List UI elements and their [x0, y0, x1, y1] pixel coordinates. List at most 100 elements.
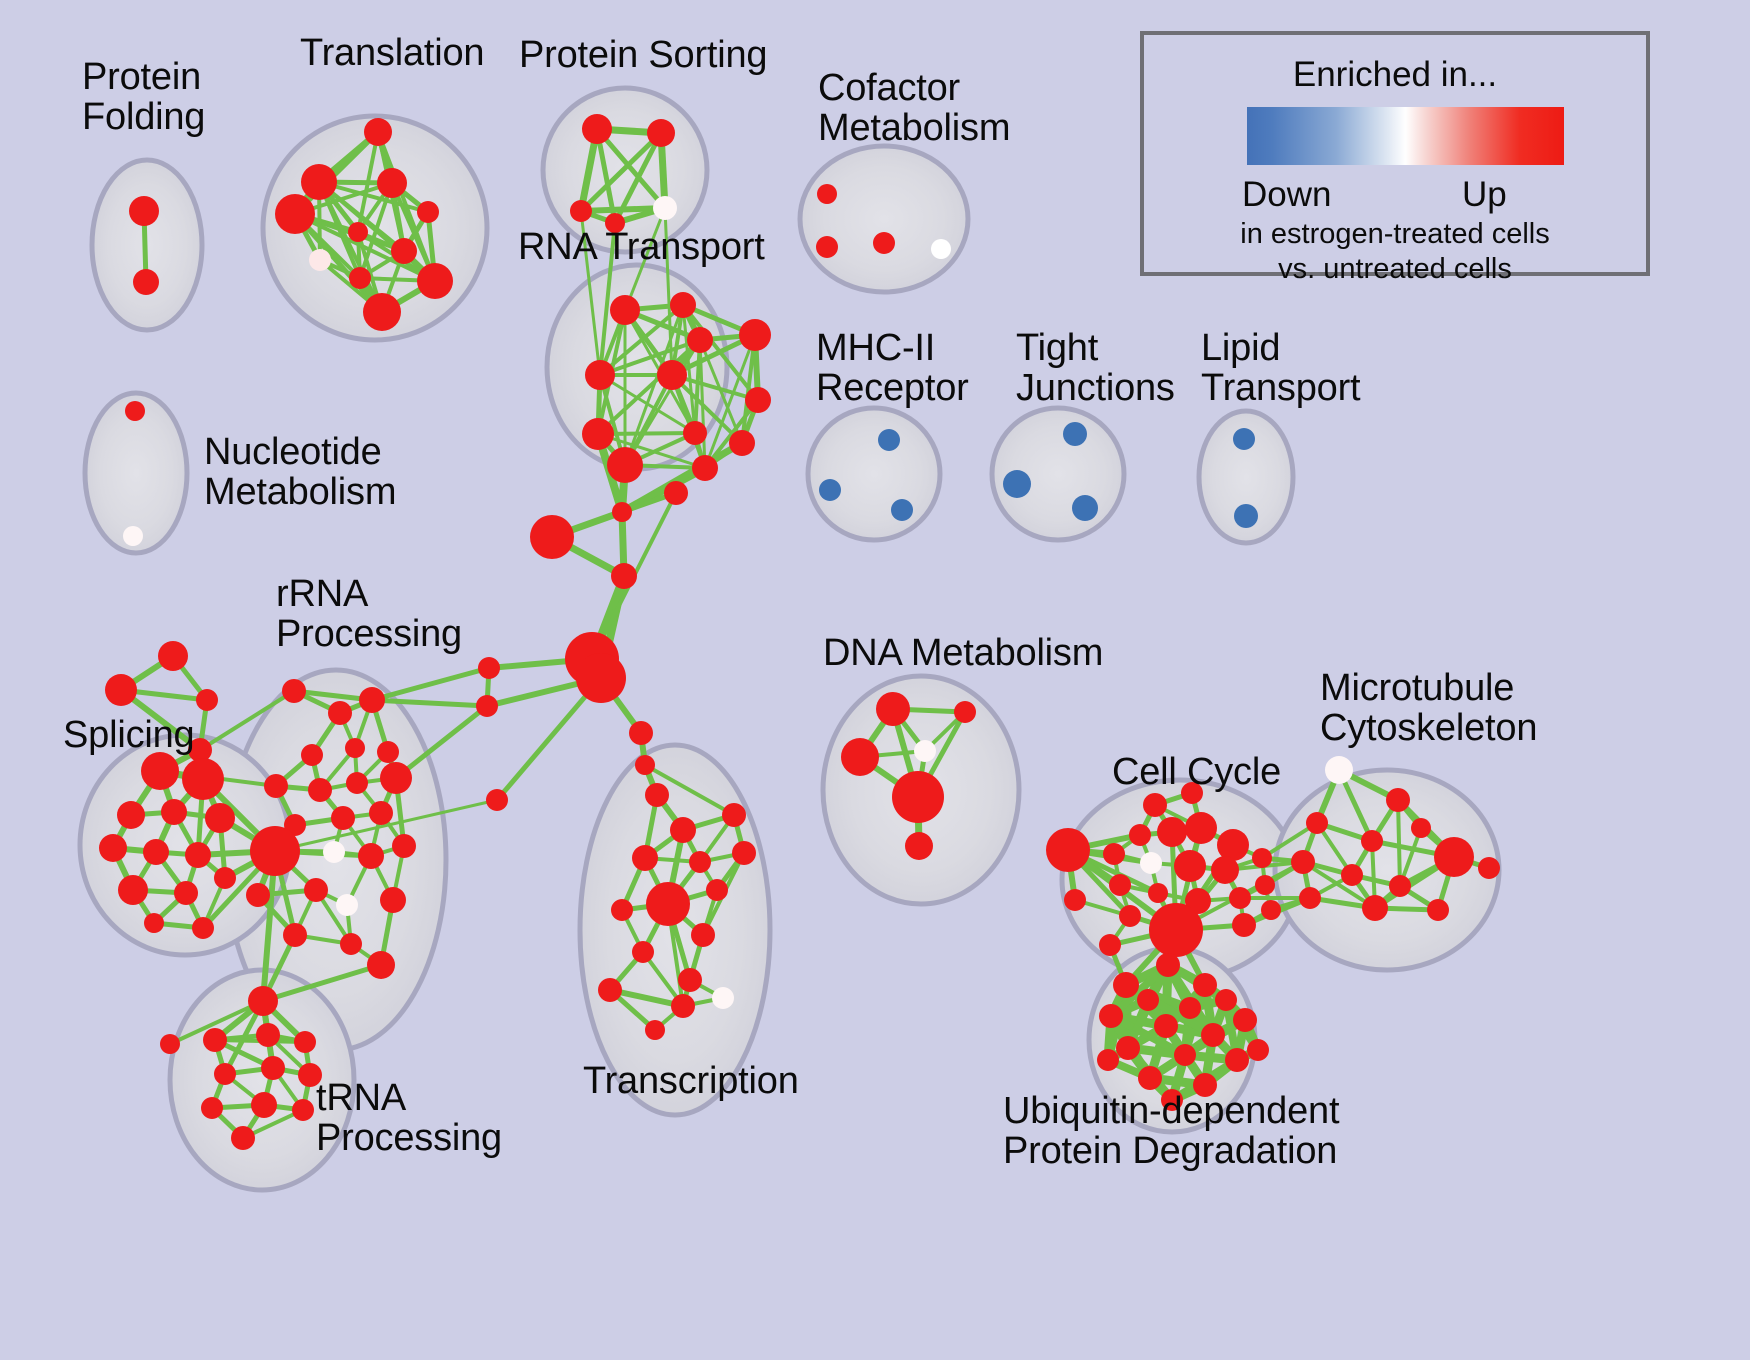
- gene-set-node[interactable]: [891, 499, 913, 521]
- gene-set-node[interactable]: [196, 689, 218, 711]
- gene-set-node[interactable]: [1181, 782, 1203, 804]
- gene-set-node[interactable]: [348, 222, 368, 242]
- gene-set-node[interactable]: [99, 834, 127, 862]
- gene-set-node[interactable]: [647, 119, 675, 147]
- gene-set-node[interactable]: [732, 841, 756, 865]
- gene-set-node[interactable]: [304, 878, 328, 902]
- gene-set-node[interactable]: [841, 738, 879, 776]
- gene-set-node[interactable]: [905, 832, 933, 860]
- gene-set-node[interactable]: [683, 421, 707, 445]
- gene-set-node[interactable]: [1185, 812, 1217, 844]
- gene-set-node[interactable]: [1103, 843, 1125, 865]
- gene-set-node[interactable]: [1233, 428, 1255, 450]
- gene-set-node[interactable]: [486, 789, 508, 811]
- gene-set-node[interactable]: [914, 740, 936, 762]
- gene-set-node[interactable]: [359, 687, 385, 713]
- gene-set-node[interactable]: [1140, 852, 1162, 874]
- gene-set-node[interactable]: [292, 1099, 314, 1121]
- gene-set-node[interactable]: [653, 196, 677, 220]
- gene-set-node[interactable]: [530, 515, 574, 559]
- gene-set-node[interactable]: [629, 721, 653, 745]
- gene-set-node[interactable]: [1229, 887, 1251, 909]
- gene-set-node[interactable]: [1129, 824, 1151, 846]
- gene-set-node[interactable]: [1361, 830, 1383, 852]
- gene-set-node[interactable]: [380, 762, 412, 794]
- gene-set-node[interactable]: [576, 653, 626, 703]
- gene-set-node[interactable]: [133, 269, 159, 295]
- gene-set-node[interactable]: [687, 327, 713, 353]
- gene-set-node[interactable]: [1201, 1023, 1225, 1047]
- gene-set-node[interactable]: [657, 360, 687, 390]
- gene-set-node[interactable]: [1072, 495, 1098, 521]
- gene-set-node[interactable]: [1341, 864, 1363, 886]
- gene-set-node[interactable]: [1427, 899, 1449, 921]
- gene-set-node[interactable]: [1306, 812, 1328, 834]
- gene-set-node[interactable]: [345, 738, 365, 758]
- gene-set-node[interactable]: [611, 563, 637, 589]
- gene-set-node[interactable]: [380, 887, 406, 913]
- gene-set-node[interactable]: [1097, 1049, 1119, 1071]
- gene-set-node[interactable]: [1193, 1073, 1217, 1097]
- gene-set-node[interactable]: [678, 968, 702, 992]
- gene-set-node[interactable]: [231, 1126, 255, 1150]
- gene-set-node[interactable]: [141, 752, 179, 790]
- gene-set-node[interactable]: [364, 118, 392, 146]
- gene-set-node[interactable]: [645, 1020, 665, 1040]
- gene-set-node[interactable]: [1063, 422, 1087, 446]
- gene-set-node[interactable]: [369, 801, 393, 825]
- gene-set-node[interactable]: [336, 894, 358, 916]
- gene-set-node[interactable]: [158, 641, 188, 671]
- gene-set-node[interactable]: [605, 213, 625, 233]
- gene-set-node[interactable]: [598, 978, 622, 1002]
- gene-set-node[interactable]: [391, 238, 417, 264]
- gene-set-node[interactable]: [125, 401, 145, 421]
- gene-set-node[interactable]: [954, 701, 976, 723]
- gene-set-node[interactable]: [174, 881, 198, 905]
- gene-set-node[interactable]: [160, 1034, 180, 1054]
- gene-set-node[interactable]: [301, 744, 323, 766]
- gene-set-node[interactable]: [129, 196, 159, 226]
- gene-set-node[interactable]: [1116, 1036, 1140, 1060]
- gene-set-node[interactable]: [664, 481, 688, 505]
- gene-set-node[interactable]: [205, 803, 235, 833]
- gene-set-node[interactable]: [612, 502, 632, 522]
- gene-set-node[interactable]: [816, 236, 838, 258]
- gene-set-node[interactable]: [610, 295, 640, 325]
- gene-set-node[interactable]: [607, 447, 643, 483]
- gene-set-node[interactable]: [192, 917, 214, 939]
- gene-set-node[interactable]: [819, 479, 841, 501]
- gene-set-node[interactable]: [1185, 888, 1211, 914]
- gene-set-node[interactable]: [358, 843, 384, 869]
- gene-set-node[interactable]: [1211, 856, 1239, 884]
- gene-set-node[interactable]: [1411, 818, 1431, 838]
- gene-set-node[interactable]: [275, 194, 315, 234]
- gene-set-node[interactable]: [1174, 1044, 1196, 1066]
- gene-set-node[interactable]: [214, 867, 236, 889]
- gene-set-node[interactable]: [1225, 1048, 1249, 1072]
- gene-set-node[interactable]: [691, 923, 715, 947]
- gene-set-node[interactable]: [670, 817, 696, 843]
- gene-set-node[interactable]: [873, 232, 895, 254]
- gene-set-node[interactable]: [1291, 850, 1315, 874]
- gene-set-node[interactable]: [1386, 788, 1410, 812]
- gene-set-node[interactable]: [1003, 470, 1031, 498]
- gene-set-node[interactable]: [1255, 875, 1275, 895]
- gene-set-node[interactable]: [689, 851, 711, 873]
- gene-set-node[interactable]: [878, 429, 900, 451]
- gene-set-node[interactable]: [1143, 793, 1167, 817]
- gene-set-node[interactable]: [1154, 1014, 1178, 1038]
- gene-set-node[interactable]: [1156, 953, 1180, 977]
- gene-set-node[interactable]: [722, 803, 746, 827]
- gene-set-node[interactable]: [1046, 828, 1090, 872]
- gene-set-node[interactable]: [340, 933, 362, 955]
- gene-set-node[interactable]: [346, 772, 368, 794]
- gene-set-node[interactable]: [1157, 817, 1187, 847]
- gene-set-node[interactable]: [632, 941, 654, 963]
- gene-set-node[interactable]: [328, 701, 352, 725]
- gene-set-node[interactable]: [1247, 1039, 1269, 1061]
- gene-set-node[interactable]: [117, 801, 145, 829]
- gene-set-node[interactable]: [1149, 903, 1203, 957]
- gene-set-node[interactable]: [250, 826, 300, 876]
- gene-set-node[interactable]: [476, 695, 498, 717]
- gene-set-node[interactable]: [331, 806, 355, 830]
